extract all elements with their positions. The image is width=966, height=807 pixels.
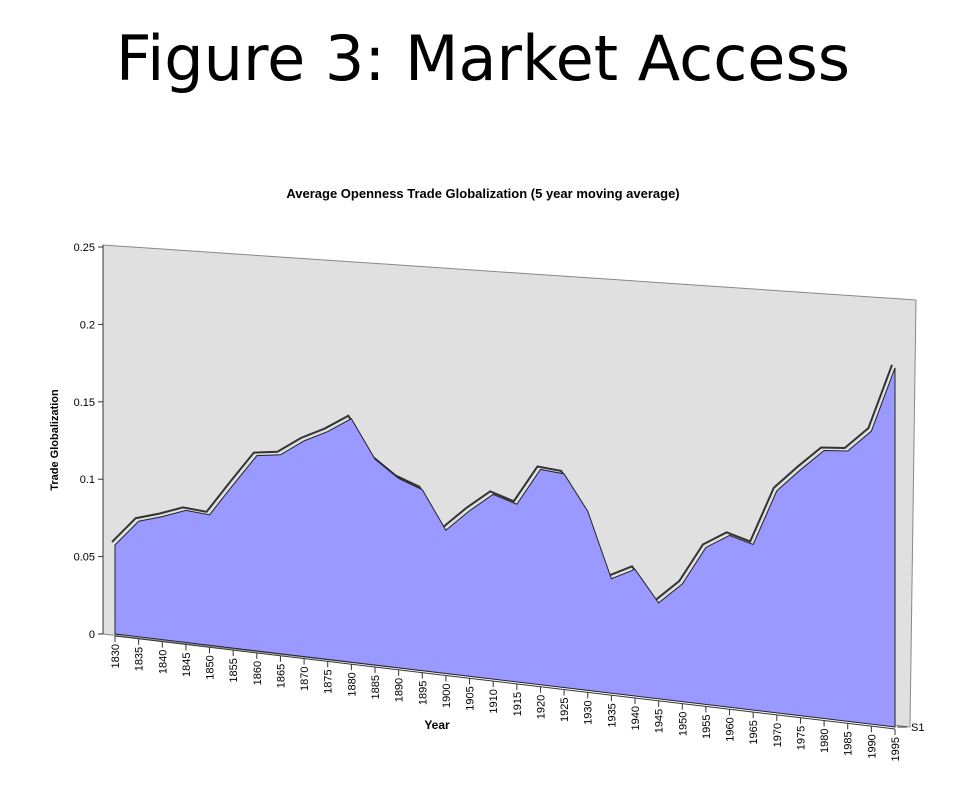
x-tick-label: 1990 [866, 734, 878, 758]
x-tick-label: 1870 [299, 667, 311, 691]
x-tick-label: 1910 [488, 689, 500, 713]
x-tick-label: 1855 [228, 658, 240, 682]
x-tick-label: 1880 [346, 672, 358, 696]
x-tick-label: 1885 [370, 675, 382, 699]
y-tick-label: 0.05 [74, 552, 95, 564]
x-tick-label: 1955 [701, 714, 713, 738]
y-tick-label: 0.2 [80, 319, 95, 331]
x-tick-label: 1900 [441, 683, 453, 707]
x-tick-label: 1920 [535, 695, 547, 719]
x-tick-label: 1860 [252, 661, 264, 685]
y-tick-label: 0 [89, 629, 95, 641]
x-tick-label: 1950 [677, 712, 689, 736]
x-tick-label: 1840 [157, 650, 169, 674]
x-tick-label: 1845 [181, 652, 193, 676]
chart-title: Average Openness Trade Globalization (5 … [286, 186, 679, 201]
x-tick-label: 1985 [843, 731, 855, 755]
x-tick-label: 1970 [772, 723, 784, 747]
x-tick-label: 1830 [110, 644, 122, 668]
area-depth [111, 364, 893, 602]
x-tick-label: 1975 [795, 726, 807, 750]
y-tick-label: 0.25 [74, 242, 95, 254]
x-tick-label: 1940 [630, 706, 642, 730]
x-tick-label: 1915 [512, 692, 524, 716]
x-tick-label: 1905 [465, 686, 477, 710]
x-tick-label: 1965 [748, 720, 760, 744]
x-tick-label: 1995 [890, 737, 902, 761]
x-tick-label: 1875 [323, 669, 335, 693]
x-tick-label: 1925 [559, 698, 571, 722]
x-tick-label: 1935 [606, 703, 618, 727]
y-tick-label: 0.15 [74, 397, 95, 409]
x-tick-label: 1850 [205, 655, 217, 679]
x-tick-label: 1960 [725, 717, 737, 741]
area [114, 367, 896, 728]
slide-title: Figure 3: Market Access [116, 22, 850, 95]
x-axis-label: Year [424, 718, 450, 732]
x-axis [114, 635, 896, 730]
legend-label: S1 [911, 722, 924, 734]
y-tick-label: 0.1 [80, 474, 95, 486]
x-tick-label: 1890 [394, 678, 406, 702]
x-tick-label: 1945 [654, 709, 666, 733]
x-tick-label: 1895 [417, 681, 429, 705]
x-tick-label: 1930 [583, 700, 595, 724]
y-axis-label: Trade Globalization [49, 389, 61, 491]
x-tick-label: 1835 [134, 647, 146, 671]
x-tick-label: 1980 [819, 729, 831, 753]
x-tick-label: 1865 [275, 664, 287, 688]
